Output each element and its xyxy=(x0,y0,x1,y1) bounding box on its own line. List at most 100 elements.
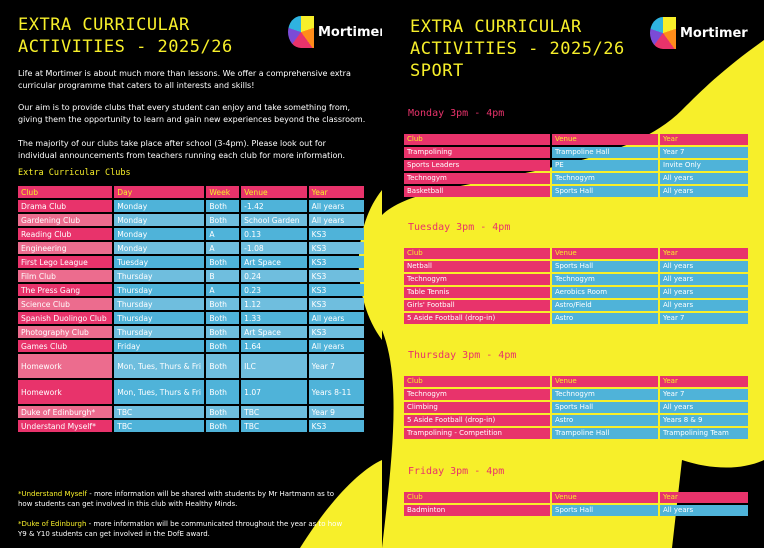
sport-table-row: 5 Aside Football (drop-in) Astro Years 8 &… xyxy=(404,415,748,426)
school-logo: Mortimer xyxy=(288,16,382,48)
clubs-table: Club Day Week Venue Year Drama Club Monday Both… xyxy=(16,184,366,434)
clubs-table-row-cell: Art Space xyxy=(241,326,307,338)
sport-table: Club Venue Year Technogym Technogym Year 7 Cli… xyxy=(402,374,750,441)
clubs-header-row-cell: Day xyxy=(114,186,205,198)
clubs-header-row: Club Day Week Venue Year xyxy=(18,186,364,198)
clubs-table-row-cell: KS3 xyxy=(308,420,364,432)
clubs-table-row-cell: Both xyxy=(206,312,240,324)
sport-table-row: Sports Leaders PE Invite Only xyxy=(404,160,748,171)
clubs-table-row-cell: All years xyxy=(308,340,364,352)
clubs-table-row-cell: 0.24 xyxy=(241,270,307,282)
sport-table-row-cell: Trampoline Hall xyxy=(552,428,658,439)
clubs-table-row-cell: Both xyxy=(206,354,240,378)
sport-table-row-cell: Invite Only xyxy=(660,160,748,171)
sport-header-row-cell: Venue xyxy=(552,376,658,387)
clubs-header-row-cell: Club xyxy=(18,186,113,198)
clubs-table-row-cell: School Garden xyxy=(241,214,307,226)
sport-header-row-cell: Club xyxy=(404,134,550,145)
sport-table-row-cell: Sports Hall xyxy=(552,505,658,516)
clubs-table-row-cell: KS3 xyxy=(308,256,364,268)
clubs-table-row: Homework Mon, Tues, Thurs & Fri Both ILC Yea… xyxy=(18,354,364,378)
clubs-table-row: Reading Club Monday A 0.13 KS3 xyxy=(18,228,364,240)
sport-table-row-cell: All years xyxy=(660,505,748,516)
title-line-2: ACTIVITIES - 2025/26 xyxy=(18,37,233,57)
right-title-line-3: SPORT xyxy=(410,61,464,81)
clubs-table-row-cell: Both xyxy=(206,406,240,418)
clubs-table-row-cell: Art Space xyxy=(241,256,307,268)
clubs-table-row: Homework Mon, Tues, Thurs & Fri Both 1.07 Ye… xyxy=(18,380,364,404)
clubs-table-row-cell: 1.64 xyxy=(241,340,307,352)
sport-table-row-cell: Trampolining - Competition xyxy=(404,428,550,439)
clubs-table-row-cell: -1.08 xyxy=(241,242,307,254)
sport-table-row: Basketball Sports Hall All years xyxy=(404,186,748,197)
sport-header-row-cell: Venue xyxy=(552,492,658,503)
sport-header-row: Club Venue Year xyxy=(404,134,748,145)
clubs-table-row-cell: Reading Club xyxy=(18,228,113,240)
sport-table-row-cell: All years xyxy=(660,274,748,285)
clubs-header-row-cell: Venue xyxy=(241,186,307,198)
sport-header-row: Club Venue Year xyxy=(404,248,748,259)
sport-table-row-cell: Technogym xyxy=(552,389,658,400)
clubs-table-row: Duke of Edinburgh* TBC Both TBC Year 9 xyxy=(18,406,364,418)
left-page: EXTRA CURRICULAR ACTIVITIES - 2025/26 Mo… xyxy=(16,15,382,548)
sport-table-row-cell: Astro xyxy=(552,313,658,324)
sport-table: Club Venue Year Trampolining Trampoline Hall… xyxy=(402,132,750,199)
clubs-table-row-cell: Thursday xyxy=(114,284,205,296)
clubs-table-row-cell: Duke of Edinburgh* xyxy=(18,406,113,418)
sport-day-heading: Friday 3pm - 4pm xyxy=(408,466,505,477)
clubs-table-row-cell: Year 9 xyxy=(308,406,364,418)
sport-table: Club Venue Year Badminton Sports Hall All yea… xyxy=(402,490,750,518)
sport-table-row-cell: All years xyxy=(660,287,748,298)
clubs-table-row: The Press Gang Thursday A 0.23 KS3 xyxy=(18,284,364,296)
sport-table-row: Technogym Technogym Year 7 xyxy=(404,389,748,400)
sport-table-row-cell: Netball xyxy=(404,261,550,272)
clubs-table-row-cell: KS3 xyxy=(308,298,364,310)
clubs-table-row-cell: The Press Gang xyxy=(18,284,113,296)
clubs-table-row-cell: Thursday xyxy=(114,312,205,324)
sport-table-row-cell: All years xyxy=(660,300,748,311)
clubs-table-row-cell: Monday xyxy=(114,228,205,240)
sport-table-row-cell: 5 Aside Football (drop-in) xyxy=(404,313,550,324)
clubs-table-row-cell: 0.23 xyxy=(241,284,307,296)
clubs-table-row: Science Club Thursday Both 1.12 KS3 xyxy=(18,298,364,310)
clubs-table-row-cell: Photography Club xyxy=(18,326,113,338)
clubs-table-row-cell: Thursday xyxy=(114,270,205,282)
sport-table-row-cell: All years xyxy=(660,261,748,272)
sport-table-row: Trampolining - Competition Trampoline Hal… xyxy=(404,428,748,439)
sport-day-heading: Tuesday 3pm - 4pm xyxy=(408,222,511,233)
clubs-table-row-cell: TBC xyxy=(114,420,205,432)
clubs-table-row: Games Club Friday Both 1.64 All years xyxy=(18,340,364,352)
clubs-table-row: First Lego League Tuesday Both Art Space KS3 xyxy=(18,256,364,268)
clubs-table-row-cell: Years 8-11 xyxy=(308,380,364,404)
clubs-table-row-cell: Both xyxy=(206,420,240,432)
sport-table-row: Technogym Technogym All years xyxy=(404,173,748,184)
sport-table-row-cell: Year 7 xyxy=(660,147,748,158)
clubs-table-row-cell: -1.42 xyxy=(241,200,307,212)
sport-header-row-cell: Year xyxy=(660,134,748,145)
sport-table-row-cell: Technogym xyxy=(404,173,550,184)
right-logo-text: Mortimer xyxy=(680,25,748,41)
clubs-table-row-cell: Spanish Duolingo Club xyxy=(18,312,113,324)
clubs-table-row-cell: KS3 xyxy=(308,284,364,296)
clubs-table-row-cell: Monday xyxy=(114,242,205,254)
clubs-table-row-cell: KS3 xyxy=(308,242,364,254)
clubs-table-row-cell: A xyxy=(206,242,240,254)
sport-table-row: Trampolining Trampoline Hall Year 7 xyxy=(404,147,748,158)
right-page: EXTRA CURRICULAR ACTIVITIES - 2025/26 SP… xyxy=(382,0,764,548)
clubs-table-row-cell: Homework xyxy=(18,354,113,378)
clubs-table-row-cell: Film Club xyxy=(18,270,113,282)
sport-table-row-cell: PE xyxy=(552,160,658,171)
footnote-understand-myself: *Understand Myself - more information wi… xyxy=(18,489,348,509)
clubs-table-row-cell: Monday xyxy=(114,214,205,226)
clubs-table-row-cell: Year 7 xyxy=(308,354,364,378)
sport-table-row-cell: Technogym xyxy=(552,274,658,285)
sport-header-row-cell: Venue xyxy=(552,134,658,145)
sport-table-row-cell: Sports Hall xyxy=(552,402,658,413)
clubs-table-row-cell: Monday xyxy=(114,200,205,212)
sport-day-heading: Monday 3pm - 4pm xyxy=(408,108,505,119)
clubs-table-row-cell: TBC xyxy=(114,406,205,418)
sport-table-row-cell: Girls' Football xyxy=(404,300,550,311)
clubs-table-row-cell: Thursday xyxy=(114,298,205,310)
clubs-table-row-cell: Both xyxy=(206,200,240,212)
clubs-table-row-cell: TBC xyxy=(241,420,307,432)
